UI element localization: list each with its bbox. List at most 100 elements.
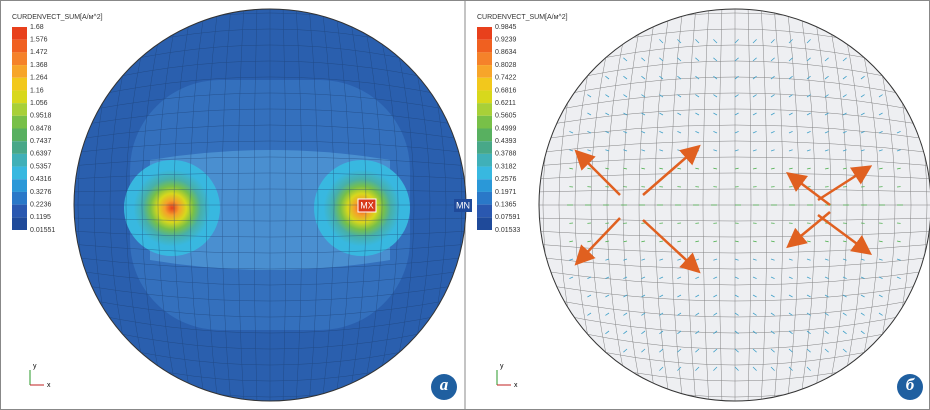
mesh-line (321, 9, 335, 401)
mesh-line (539, 230, 930, 238)
vector-field (567, 39, 903, 371)
vector (824, 167, 829, 170)
vector (641, 258, 646, 261)
vector (659, 112, 664, 116)
legend-label: 0.5605 (495, 113, 517, 120)
mesh-line (360, 9, 383, 401)
mesh-line (74, 282, 466, 302)
vector (824, 112, 829, 116)
vector (806, 75, 811, 80)
vector (677, 75, 682, 80)
vector (677, 312, 682, 316)
legend-swatch (12, 27, 27, 40)
vector (788, 39, 793, 44)
vector (788, 167, 793, 170)
vector (605, 312, 610, 316)
vector (623, 167, 628, 170)
vector (788, 94, 793, 98)
legend-swatch (477, 103, 492, 116)
vector (623, 94, 628, 98)
legend-swatch (12, 191, 27, 205)
vector (770, 131, 775, 134)
vector (806, 39, 811, 44)
mesh-line (74, 256, 466, 270)
vector (605, 94, 610, 98)
panel-badge (897, 374, 923, 400)
legend-swatch (12, 166, 27, 180)
vector (860, 75, 865, 80)
legend-title: CURDENVECT_SUM[A/м^2] (477, 14, 568, 21)
legend-label: 0.6211 (495, 100, 516, 107)
vector (734, 112, 739, 116)
vector (641, 294, 646, 298)
vector (788, 112, 793, 116)
legend-label: 1.472 (30, 49, 48, 56)
vector (695, 94, 700, 98)
legend-label: 1.368 (30, 62, 48, 69)
mesh-line (74, 295, 466, 318)
vector (860, 131, 865, 134)
vector (770, 240, 775, 243)
vector (623, 258, 628, 261)
legend-swatch (12, 153, 27, 167)
mesh (74, 9, 466, 401)
vector (842, 57, 847, 62)
vector (752, 276, 757, 279)
vector (623, 312, 628, 316)
vector (695, 57, 700, 62)
vector (878, 131, 883, 134)
legend-label: 0.3182 (495, 163, 517, 170)
vector (806, 312, 811, 316)
axis-x-label: x (47, 382, 51, 389)
hot-spot (124, 160, 220, 256)
mesh-line (308, 9, 319, 401)
vector (734, 312, 739, 316)
legend-label: 0.7422 (495, 75, 517, 82)
vector (641, 348, 646, 353)
vector (878, 167, 883, 170)
mesh-line (386, 9, 415, 401)
legend-swatch (477, 153, 492, 167)
panel-badge (431, 374, 457, 400)
vector (713, 240, 718, 243)
legend-title: CURDENVECT_SUM[A/м^2] (12, 14, 103, 21)
vector (860, 112, 865, 116)
vector (569, 167, 574, 170)
legend-label: 0.8478 (30, 125, 52, 132)
vector (806, 276, 811, 279)
mesh-line (539, 269, 930, 286)
vector (860, 330, 865, 335)
vector (788, 131, 793, 134)
vector (770, 258, 775, 261)
vector (860, 276, 865, 279)
vector (605, 167, 610, 170)
vector (752, 240, 757, 243)
legend-label: 0.1971 (495, 189, 517, 196)
vector (695, 312, 700, 316)
legend-label: 0.9845 (495, 24, 517, 31)
vector (788, 149, 793, 152)
arrow (786, 172, 831, 206)
vector (788, 330, 793, 335)
vector (752, 112, 757, 116)
vector (752, 131, 757, 134)
vector (587, 240, 592, 243)
vector (569, 131, 574, 134)
vector (878, 258, 883, 261)
vector (770, 330, 775, 335)
vector (842, 276, 847, 279)
legend-label: 0.01533 (495, 227, 520, 234)
arrow (574, 217, 621, 266)
min-marker: MN (456, 200, 470, 210)
legend-label: 0.01551 (30, 227, 55, 234)
vector (605, 258, 610, 261)
vector (842, 294, 847, 298)
vector (878, 240, 883, 243)
vector (605, 294, 610, 298)
vector (734, 167, 739, 170)
vector (713, 294, 718, 298)
vector (587, 294, 592, 298)
max-marker-box (357, 198, 377, 213)
vector (659, 167, 664, 170)
legend-label: 0.9239 (495, 37, 517, 44)
